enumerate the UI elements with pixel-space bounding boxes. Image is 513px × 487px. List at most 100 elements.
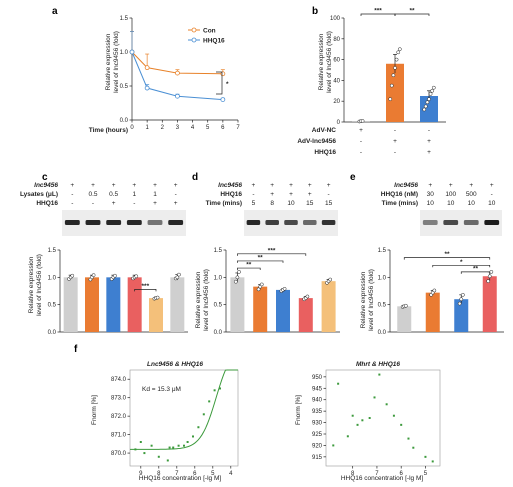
row-mark: + — [308, 182, 312, 189]
bar — [63, 277, 78, 332]
x-tick-label: 4 — [229, 471, 233, 477]
row-mark: + — [91, 182, 95, 189]
row-mark: 0.5 — [109, 191, 118, 198]
y-tick-label: 0.0 — [214, 330, 223, 336]
gel-band — [284, 220, 298, 225]
row-mark: - — [71, 200, 73, 207]
data-point — [177, 272, 181, 277]
sig-bracket — [394, 13, 430, 16]
panel-f-right-ylabel: Fnorm [%] — [295, 395, 302, 425]
panel-f-right-plot: 915 920 925 930 935 940 945 950 8 7 6 5 — [312, 369, 441, 477]
x-tick-label: 0 — [130, 125, 134, 131]
row-mark: - — [175, 191, 177, 198]
y-tick-label: 873.0 — [111, 396, 127, 402]
data-point — [392, 414, 395, 417]
data-point — [175, 70, 180, 76]
row-mark: 10 — [447, 200, 455, 207]
bar — [253, 286, 268, 332]
data-point — [459, 297, 464, 302]
row-mark: - — [328, 191, 330, 198]
panel-b-row-label-2: HHQ16 — [314, 149, 336, 156]
data-point — [337, 382, 340, 385]
y-tick-label: 1.0 — [214, 275, 223, 281]
plot-frame — [129, 369, 239, 467]
x-tick-label: 6 — [221, 125, 225, 131]
data-point — [144, 85, 150, 91]
y-tick-label: 80 — [333, 37, 340, 43]
x-tick-label: 5 — [211, 471, 215, 477]
data-point — [150, 444, 153, 447]
y-tick-label: 0.5 — [378, 303, 387, 309]
data-point — [431, 460, 434, 463]
panel-b-ylabel-line2: level of lnc9456 (fold) — [326, 31, 333, 93]
data-point — [486, 279, 490, 284]
row-mark: 30 — [427, 191, 435, 198]
row-mark: 5 — [252, 200, 256, 207]
row-mark: + — [112, 182, 116, 189]
y-tick-label: 872.0 — [111, 414, 127, 420]
row-mark: + — [359, 127, 363, 134]
gel-band — [303, 220, 317, 225]
sig-label: ** — [246, 262, 252, 269]
data-point — [172, 446, 175, 449]
data-point — [208, 400, 211, 403]
row-mark: + — [252, 182, 256, 189]
row-mark: - — [92, 200, 94, 207]
x-tick-label: 7 — [236, 125, 240, 131]
row-mark: + — [427, 149, 431, 156]
data-point — [233, 279, 238, 284]
panel-b-row-label-0: AdV-NC — [312, 127, 337, 134]
y-tick-label: 940 — [312, 398, 323, 404]
x-tick-label: 5 — [424, 471, 428, 477]
panel-f: f Lnc9456 & HHQ16 Fnorm [%] 870.0871.087… — [74, 344, 441, 482]
data-point — [394, 57, 399, 62]
panel-d-row-label-0: lnc9456 — [218, 182, 242, 189]
bar — [127, 277, 142, 332]
data-point — [412, 446, 415, 449]
row-mark: + — [327, 182, 331, 189]
panel-f-left-title: Lnc9456 & HHQ16 — [147, 361, 203, 368]
panel-f-right-xlabel: HHQ16 concentration [-lg M] — [341, 475, 424, 482]
data-point — [424, 455, 427, 458]
panel-a-letter: a — [52, 6, 58, 17]
y-tick-label: 935 — [312, 409, 323, 415]
bar — [386, 63, 404, 122]
data-point — [332, 444, 335, 447]
panel-e: e lnc9456 HHQ16 (nM) Time (mins) + + + +30 1… — [350, 172, 504, 336]
panel-b-ylabel-line1: Relative expression — [318, 33, 325, 90]
sig-label: ** — [444, 251, 450, 258]
panel-f-left-plot: 870.0 871.0 872.0 873.0 874.0 9 8 7 6 5 4 — [111, 369, 239, 477]
x-tick-label: 7 — [375, 471, 379, 477]
data-point — [389, 83, 394, 88]
panel-e-ylabel-line1: Relative expression — [360, 271, 367, 328]
panel-f-left-xlabel: HHQ16 concentration [-lg M] — [139, 475, 222, 482]
y-tick-label: 871.0 — [111, 433, 127, 439]
data-point — [197, 426, 200, 429]
x-tick-label: 7 — [175, 471, 179, 477]
panel-c-row-label-2: HHQ16 — [36, 200, 58, 207]
panel-c-ylabel-line1: Relative expression — [28, 256, 35, 313]
x-tick-label: 1 — [145, 125, 149, 131]
row-mark: - — [394, 127, 396, 134]
panel-f-left-ylabel: Fnorm [%] — [91, 395, 98, 425]
data-point — [368, 417, 371, 419]
panel-d-gel-bands — [246, 220, 336, 225]
y-tick-label: 0.5 — [120, 84, 129, 90]
panel-a-sig-bracket — [216, 71, 223, 95]
row-mark: 100 — [445, 191, 456, 198]
plot-frame — [325, 369, 441, 467]
data-point — [457, 301, 462, 306]
bar — [420, 96, 438, 122]
y-tick-label: 870.0 — [111, 451, 127, 457]
data-point — [192, 435, 194, 438]
y-tick-label: 60 — [333, 58, 340, 64]
panel-d-letter: d — [192, 172, 198, 183]
row-mark: + — [174, 200, 178, 207]
data-point — [430, 88, 435, 93]
sig-bracket — [432, 264, 491, 268]
data-point — [177, 444, 180, 447]
panel-a: a Relative expression level of lnc9456 (… — [52, 6, 240, 134]
row-mark: + — [428, 182, 432, 189]
